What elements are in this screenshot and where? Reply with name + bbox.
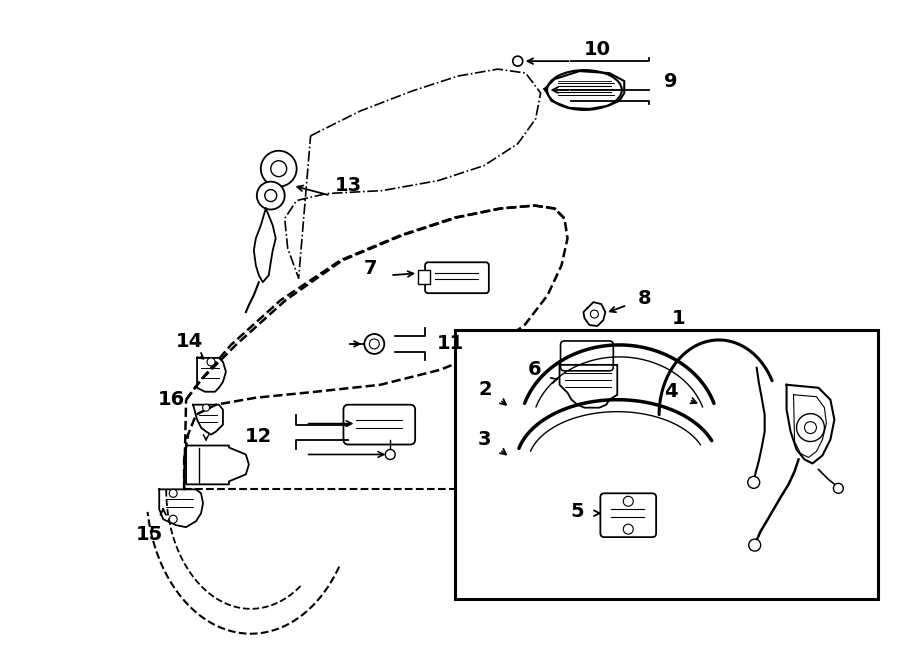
Circle shape (796, 414, 824, 442)
Text: 13: 13 (335, 176, 362, 195)
Circle shape (369, 339, 379, 349)
Circle shape (169, 515, 177, 524)
Circle shape (513, 56, 523, 66)
FancyBboxPatch shape (425, 262, 489, 293)
Circle shape (271, 161, 287, 176)
Text: 1: 1 (672, 309, 686, 328)
Text: 16: 16 (158, 390, 184, 409)
Text: 4: 4 (664, 382, 678, 401)
Text: 5: 5 (571, 502, 584, 521)
Circle shape (833, 483, 843, 493)
Circle shape (624, 524, 634, 534)
Circle shape (624, 496, 634, 506)
Text: 3: 3 (478, 430, 491, 449)
Circle shape (385, 449, 395, 459)
Text: 7: 7 (364, 258, 377, 278)
Circle shape (364, 334, 384, 354)
Circle shape (207, 358, 215, 366)
Circle shape (261, 151, 297, 186)
Text: 15: 15 (136, 525, 163, 543)
Text: 12: 12 (245, 427, 273, 446)
Circle shape (169, 489, 177, 497)
FancyBboxPatch shape (344, 405, 415, 444)
Bar (455, 330, 878, 599)
Circle shape (749, 539, 760, 551)
Text: 14: 14 (176, 332, 202, 352)
Circle shape (265, 190, 276, 202)
Circle shape (805, 422, 816, 434)
Text: 11: 11 (436, 334, 464, 354)
Circle shape (748, 477, 760, 488)
Text: 2: 2 (478, 380, 491, 399)
Circle shape (590, 310, 598, 318)
Text: 9: 9 (664, 71, 678, 91)
Text: 6: 6 (527, 360, 542, 379)
Ellipse shape (547, 70, 622, 110)
FancyBboxPatch shape (600, 493, 656, 537)
Circle shape (202, 404, 210, 411)
Bar (418, 270, 430, 284)
Text: 8: 8 (637, 289, 651, 307)
Circle shape (256, 182, 284, 210)
FancyBboxPatch shape (561, 341, 613, 371)
Text: 10: 10 (584, 40, 611, 59)
